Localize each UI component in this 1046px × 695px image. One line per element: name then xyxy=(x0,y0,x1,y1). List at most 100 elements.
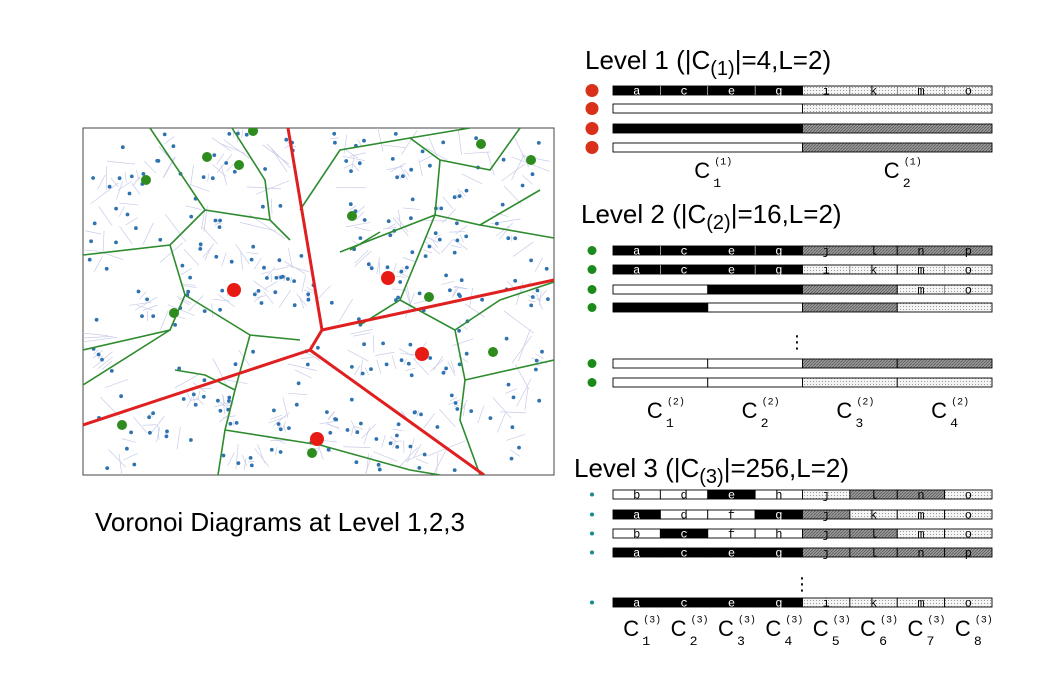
blue-point xyxy=(428,356,432,360)
row-segment xyxy=(803,124,993,133)
cluster-label-subscript: 3 xyxy=(855,416,863,431)
cluster-label-superscript: (3) xyxy=(833,614,851,625)
blue-point xyxy=(386,265,390,269)
blue-point xyxy=(212,153,216,157)
codeword-row xyxy=(588,359,993,368)
blue-point xyxy=(418,292,422,296)
blue-point xyxy=(198,247,202,251)
blue-point xyxy=(439,207,443,211)
cluster-label-base: C xyxy=(671,616,687,641)
blue-point xyxy=(189,438,193,442)
row-letter: h xyxy=(775,489,782,503)
row-letter: o xyxy=(965,284,972,298)
level-3-ellipsis: ⋮ xyxy=(793,574,811,594)
row-letter: m xyxy=(917,509,924,523)
blue-point xyxy=(474,136,478,140)
blue-point xyxy=(272,409,276,413)
level-2-ellipsis: ⋮ xyxy=(788,332,806,352)
cluster-label-superscript: (3) xyxy=(643,614,661,625)
row-letter: m xyxy=(917,284,924,298)
blue-point xyxy=(465,352,469,356)
blue-point xyxy=(119,394,123,398)
blue-point xyxy=(391,157,395,161)
level-3-title-prefix: Level 3 (|C xyxy=(574,453,699,483)
level-2-title-prefix: Level 2 (|C xyxy=(581,199,706,229)
row-letter: n xyxy=(917,489,924,503)
row-letter: c xyxy=(680,85,687,99)
blue-point xyxy=(545,267,549,271)
blue-point xyxy=(203,378,207,382)
cluster-label: C(2)4 xyxy=(931,396,969,431)
blue-point xyxy=(110,369,114,373)
blue-point xyxy=(284,138,288,142)
cluster-label-subscript: 7 xyxy=(926,634,934,649)
cluster-label: C (2) 3 xyxy=(836,396,874,431)
blue-point xyxy=(147,415,151,419)
row-letter: a xyxy=(633,245,640,259)
row-letter: g xyxy=(775,264,782,278)
blue-point xyxy=(428,164,432,168)
blue-point xyxy=(227,399,231,403)
blue-point xyxy=(233,170,237,174)
blue-point xyxy=(377,463,381,467)
row-letter: g xyxy=(775,85,782,99)
blue-point xyxy=(251,245,255,249)
blue-point xyxy=(350,398,354,402)
blue-point xyxy=(234,362,238,366)
row-letter: e xyxy=(728,597,735,611)
blue-point xyxy=(194,403,198,407)
row-segment xyxy=(803,143,993,152)
blue-point xyxy=(118,176,122,180)
blue-point xyxy=(349,169,353,173)
row-segment xyxy=(613,104,803,113)
blue-point xyxy=(428,245,432,249)
blue-point xyxy=(448,288,452,292)
blue-point xyxy=(367,262,371,266)
cluster-label: C(3)7 xyxy=(907,614,945,649)
blue-point xyxy=(222,454,226,458)
blue-point xyxy=(465,189,469,193)
blue-point xyxy=(537,141,541,145)
cluster-label-superscript: (1) xyxy=(714,156,732,167)
row-letter: d xyxy=(680,509,687,523)
blue-point xyxy=(202,175,206,179)
row-letter: e xyxy=(728,547,735,561)
blue-point xyxy=(229,422,233,426)
green-site xyxy=(424,292,434,302)
row-letter: g xyxy=(775,597,782,611)
blue-point xyxy=(395,175,399,179)
blue-point xyxy=(114,207,118,211)
blue-point xyxy=(172,144,176,148)
row-letter: a xyxy=(633,597,640,611)
row-letter: m xyxy=(917,264,924,278)
row-segment xyxy=(613,378,708,387)
blue-point xyxy=(125,447,129,451)
cluster-label: C(3)4 xyxy=(765,614,803,649)
blue-point xyxy=(214,219,218,223)
blue-point xyxy=(489,416,493,420)
cluster-label-base: C xyxy=(742,398,758,423)
blue-point xyxy=(277,422,281,426)
cluster-label-base: C xyxy=(860,616,876,641)
level-2-title-suffix: |=16,L=2) xyxy=(731,199,842,229)
red-site xyxy=(381,271,395,285)
blue-point xyxy=(407,362,411,366)
row-letter: g xyxy=(775,245,782,259)
blue-point xyxy=(423,453,427,457)
cluster-label-base: C xyxy=(836,398,852,423)
row-segment xyxy=(708,359,803,368)
level-3-title-subscript: (3) xyxy=(699,466,723,488)
blue-point xyxy=(381,342,385,346)
blue-point xyxy=(344,159,348,163)
level-3-title: Level 3 (|C(3)|=256,L=2) xyxy=(574,453,849,488)
cluster-label-superscript: (3) xyxy=(975,614,993,625)
green-site xyxy=(117,420,127,430)
cluster-label-superscript: (2) xyxy=(856,396,874,407)
blue-point xyxy=(436,425,440,429)
row-letter: l xyxy=(870,528,877,542)
green-site xyxy=(202,152,212,162)
